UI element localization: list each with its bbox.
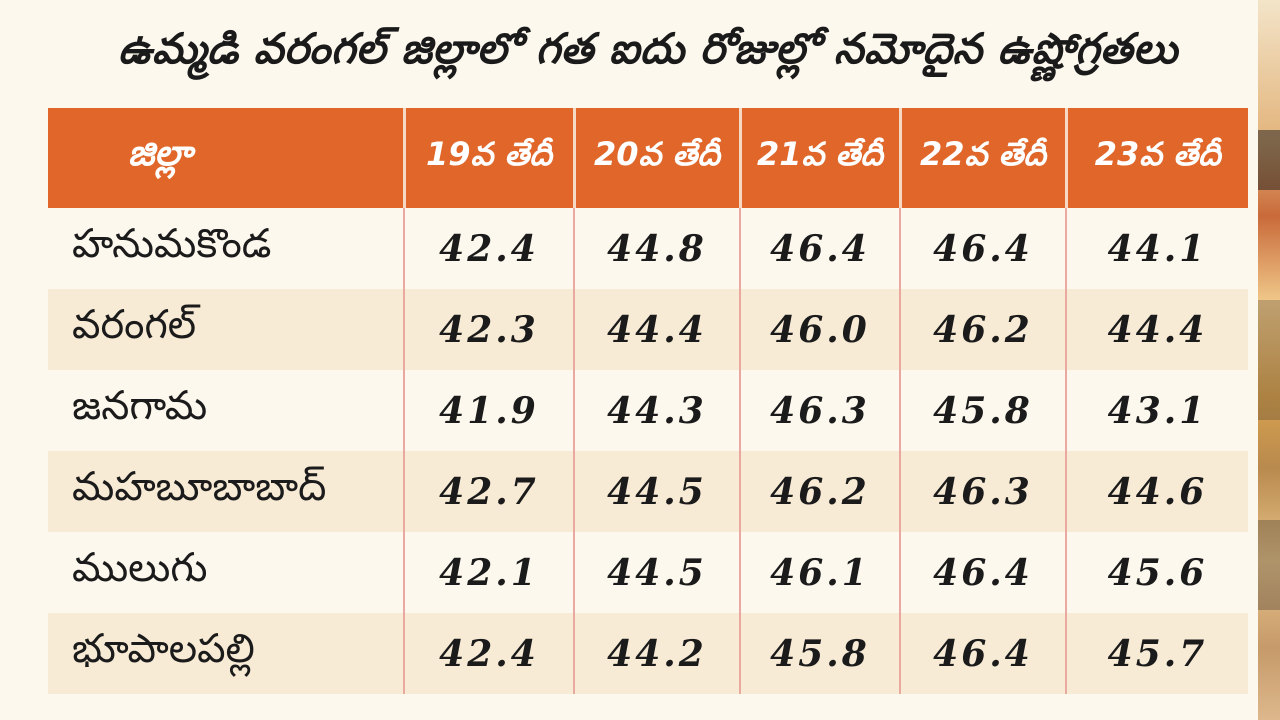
temperature-cell: 46.4 (899, 613, 1066, 694)
district-name: భూపాలపల్లి (72, 625, 255, 672)
table-body: హనుమకొండ 42.4 44.8 46.4 46.4 44.1 వరంగల్ 42.3 44… (48, 208, 1248, 694)
temperature-cell: 46.4 (899, 532, 1066, 613)
column-header-date-23: 23వ తేదీ (1064, 108, 1248, 208)
column-header-district: జిల్లా (48, 108, 404, 208)
district-name: హనుమకొండ (72, 220, 272, 267)
table-row: జనగామ 41.9 44.3 46.3 45.8 43.1 (48, 370, 1248, 451)
temperature-cell: 44.5 (573, 451, 740, 532)
table-header-row: జిల్లా 19వ తేదీ 20వ తేదీ 21వ తేదీ 22వ తే… (48, 108, 1248, 208)
temperature-cell: 42.4 (403, 613, 574, 694)
table-row: ములుగు 42.1 44.5 46.1 46.4 45.6 (48, 532, 1248, 613)
temperature-cell: 45.7 (1065, 613, 1248, 694)
adjacent-photo-edge (1258, 0, 1280, 720)
temperature-cell: 44.4 (1065, 289, 1248, 370)
temperature-table: జిల్లా 19వ తేదీ 20వ తేదీ 21వ తేదీ 22వ తే… (48, 108, 1248, 694)
temperature-cell: 44.1 (1065, 208, 1248, 289)
temperature-cell: 45.6 (1065, 532, 1248, 613)
temperature-cell: 42.7 (403, 451, 574, 532)
table-row: మహబూబాబాద్ 42.7 44.5 46.2 46.3 44.6 (48, 451, 1248, 532)
temperature-cell: 44.5 (573, 532, 740, 613)
district-name: ములుగు (72, 544, 208, 591)
district-name: వరంగల్ (72, 301, 197, 348)
column-header-date-21: 21వ తేదీ (738, 108, 900, 208)
temperature-cell: 46.4 (739, 208, 900, 289)
temperature-cell: 42.3 (403, 289, 574, 370)
temperature-cell: 46.3 (739, 370, 900, 451)
temperature-cell: 46.0 (739, 289, 900, 370)
temperature-cell: 45.8 (899, 370, 1066, 451)
temperature-cell: 44.2 (573, 613, 740, 694)
temperature-cell: 46.2 (899, 289, 1066, 370)
temperature-cell: 44.3 (573, 370, 740, 451)
temperature-cell: 44.6 (1065, 451, 1248, 532)
table-row: వరంగల్ 42.3 44.4 46.0 46.2 44.4 (48, 289, 1248, 370)
temperature-cell: 42.4 (403, 208, 574, 289)
temperature-cell: 42.1 (403, 532, 574, 613)
temperature-cell: 44.8 (573, 208, 740, 289)
temperature-cell: 46.2 (739, 451, 900, 532)
temperature-cell: 46.4 (899, 208, 1066, 289)
column-header-date-22: 22వ తేదీ (898, 108, 1066, 208)
table-row: భూపాలపల్లి 42.4 44.2 45.8 46.4 45.7 (48, 613, 1248, 694)
table-row: హనుమకొండ 42.4 44.8 46.4 46.4 44.1 (48, 208, 1248, 289)
column-header-date-19: 19వ తేదీ (402, 108, 574, 208)
temperature-cell: 45.8 (739, 613, 900, 694)
temperature-cell: 41.9 (403, 370, 574, 451)
temperature-cell: 43.1 (1065, 370, 1248, 451)
temperature-cell: 46.1 (739, 532, 900, 613)
column-header-date-20: 20వ తేదీ (572, 108, 740, 208)
district-name: మహబూబాబాద్ (72, 463, 327, 510)
page-title: ఉమ్మడి వరంగల్ జిల్లాలో గత ఐదు రోజుల్లో న… (118, 24, 1178, 73)
temperature-cell: 44.4 (573, 289, 740, 370)
temperature-cell: 46.3 (899, 451, 1066, 532)
district-name: జనగామ (72, 382, 208, 429)
